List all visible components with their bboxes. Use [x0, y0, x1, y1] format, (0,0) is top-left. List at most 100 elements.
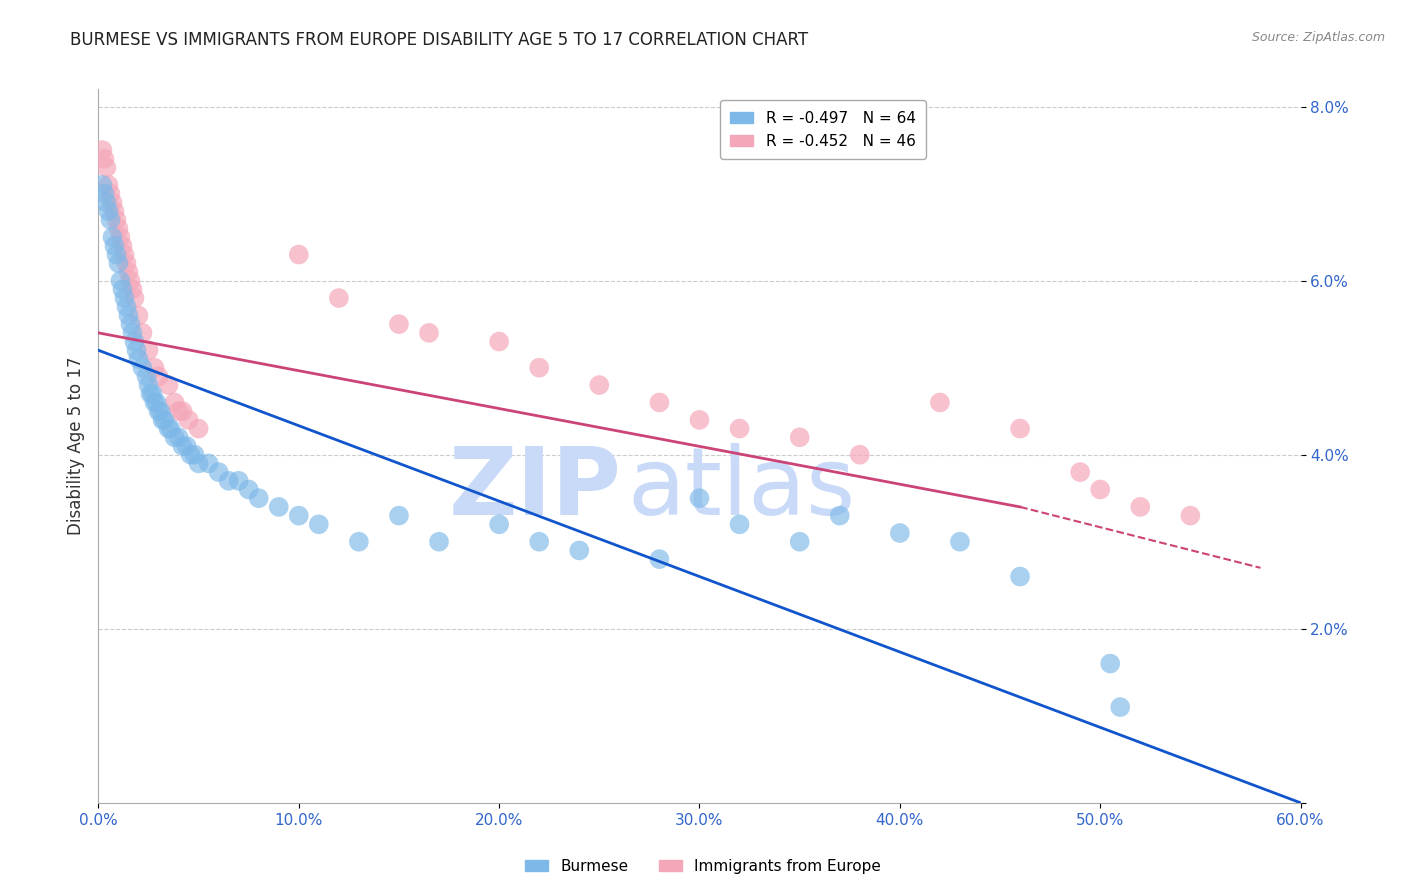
Point — [101, 230, 124, 244]
Point — [347, 534, 370, 549]
Point — [183, 448, 205, 462]
Point — [177, 413, 200, 427]
Point — [689, 491, 711, 506]
Point — [488, 517, 510, 532]
Point — [167, 404, 190, 418]
Point — [529, 360, 551, 375]
Point — [139, 386, 162, 401]
Point — [128, 309, 150, 323]
Point — [135, 369, 157, 384]
Point — [388, 508, 411, 523]
Point — [121, 326, 143, 340]
Text: BURMESE VS IMMIGRANTS FROM EUROPE DISABILITY AGE 5 TO 17 CORRELATION CHART: BURMESE VS IMMIGRANTS FROM EUROPE DISABI… — [70, 31, 808, 49]
Point — [111, 239, 134, 253]
Point — [128, 351, 150, 366]
Point — [648, 552, 671, 566]
Legend: Burmese, Immigrants from Europe: Burmese, Immigrants from Europe — [519, 853, 887, 880]
Point — [728, 421, 751, 435]
Point — [93, 152, 115, 166]
Point — [1099, 657, 1122, 671]
Point — [96, 195, 118, 210]
Point — [1180, 508, 1202, 523]
Point — [149, 404, 172, 418]
Point — [218, 474, 240, 488]
Point — [247, 491, 270, 506]
Point — [308, 517, 330, 532]
Point — [91, 178, 114, 192]
Point — [163, 395, 186, 409]
Point — [288, 508, 311, 523]
Point — [529, 534, 551, 549]
Point — [100, 212, 122, 227]
Point — [120, 317, 142, 331]
Point — [152, 413, 174, 427]
Point — [328, 291, 350, 305]
Point — [110, 230, 132, 244]
Point — [131, 326, 153, 340]
Point — [100, 186, 122, 201]
Point — [427, 534, 450, 549]
Point — [197, 457, 219, 471]
Point — [1088, 483, 1111, 497]
Point — [157, 421, 180, 435]
Point — [143, 360, 166, 375]
Point — [145, 395, 167, 409]
Point — [114, 247, 136, 261]
Point — [789, 534, 811, 549]
Point — [789, 430, 811, 444]
Point — [648, 395, 671, 409]
Point — [114, 291, 136, 305]
Point — [138, 343, 160, 358]
Point — [1010, 421, 1032, 435]
Point — [588, 378, 610, 392]
Point — [110, 274, 132, 288]
Legend: R = -0.497   N = 64, R = -0.452   N = 46: R = -0.497 N = 64, R = -0.452 N = 46 — [720, 101, 927, 160]
Point — [889, 526, 911, 541]
Point — [117, 309, 139, 323]
Point — [111, 282, 134, 296]
Point — [689, 413, 711, 427]
Point — [187, 421, 209, 435]
Text: atlas: atlas — [627, 442, 856, 535]
Point — [148, 369, 170, 384]
Point — [167, 430, 190, 444]
Point — [131, 360, 153, 375]
Point — [929, 395, 952, 409]
Point — [93, 186, 115, 201]
Point — [97, 178, 120, 192]
Point — [187, 457, 209, 471]
Point — [141, 386, 163, 401]
Point — [120, 274, 142, 288]
Point — [103, 239, 125, 253]
Point — [1129, 500, 1152, 514]
Point — [121, 282, 143, 296]
Point — [180, 448, 202, 462]
Point — [488, 334, 510, 349]
Point — [105, 212, 128, 227]
Point — [1010, 569, 1032, 583]
Point — [949, 534, 972, 549]
Point — [138, 378, 160, 392]
Point — [96, 161, 118, 175]
Point — [153, 413, 176, 427]
Point — [157, 378, 180, 392]
Point — [117, 265, 139, 279]
Point — [828, 508, 851, 523]
Point — [115, 300, 138, 314]
Point — [176, 439, 198, 453]
Point — [288, 247, 311, 261]
Point — [208, 465, 231, 479]
Point — [107, 221, 129, 235]
Point — [728, 517, 751, 532]
Point — [568, 543, 591, 558]
Text: Source: ZipAtlas.com: Source: ZipAtlas.com — [1251, 31, 1385, 45]
Point — [1109, 700, 1132, 714]
Y-axis label: Disability Age 5 to 17: Disability Age 5 to 17 — [66, 357, 84, 535]
Point — [103, 204, 125, 219]
Point — [115, 256, 138, 270]
Point — [267, 500, 290, 514]
Point — [418, 326, 440, 340]
Point — [97, 204, 120, 219]
Point — [849, 448, 872, 462]
Point — [107, 256, 129, 270]
